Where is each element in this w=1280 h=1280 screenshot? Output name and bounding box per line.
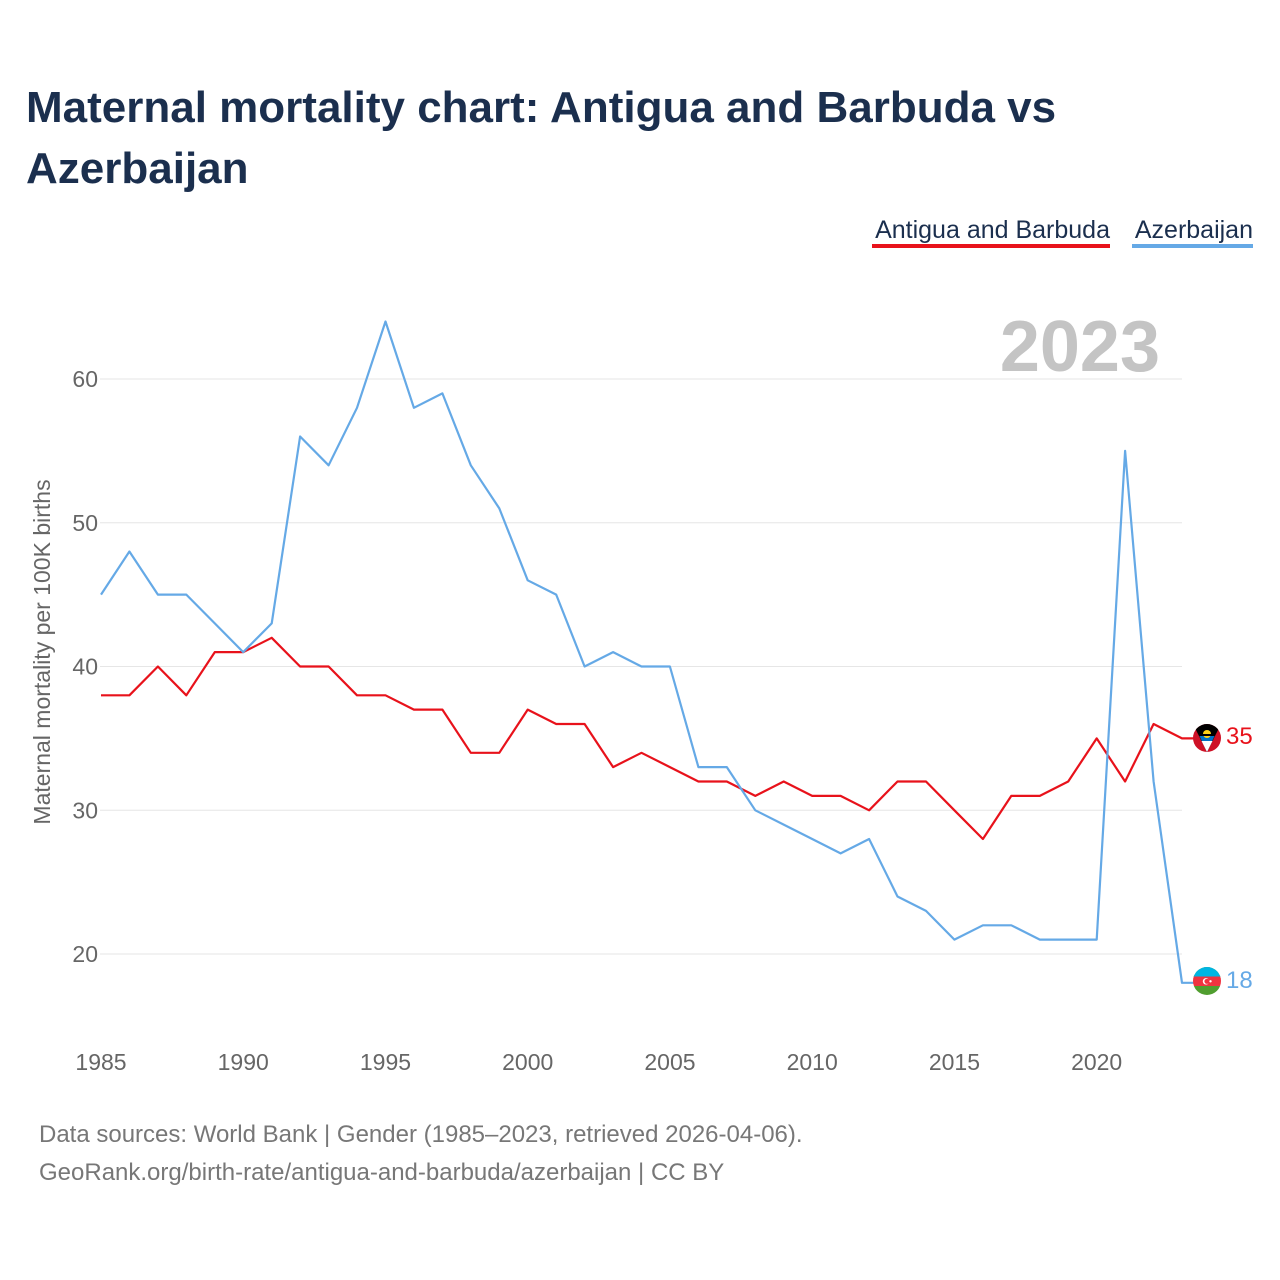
source-line-1: Data sources: World Bank | Gender (1985–…: [39, 1121, 803, 1148]
series-line-azerbaijan: [100, 320, 1194, 984]
chart-title-line-2: Azerbaijan: [26, 144, 249, 193]
x-tick-label: 1995: [360, 1049, 411, 1075]
end-value-azerbaijan: 18: [1226, 967, 1253, 994]
flag-marker-antigua-and-barbuda: [1193, 724, 1221, 752]
legend-item-antigua-and-barbuda[interactable]: Antigua and Barbuda: [875, 216, 1110, 244]
x-tick-label: 2005: [644, 1049, 695, 1075]
y-tick-label: 60: [72, 366, 98, 392]
y-tick-label: 20: [72, 941, 98, 967]
legend-underline-azerbaijan: [1132, 244, 1253, 248]
legend: Antigua and Barbuda Azerbaijan: [872, 216, 1253, 248]
flag-marker-azerbaijan: [1193, 967, 1221, 995]
x-tick-label: 2020: [1071, 1049, 1122, 1075]
x-axis-ticks: 1985 1990 1995 2000 2005 2010 2015 2020: [75, 1049, 1122, 1075]
series-line-antigua: [101, 636, 1194, 841]
chart-title-line-1: Maternal mortality chart: Antigua and Ba…: [26, 83, 1056, 132]
end-value-antigua-and-barbuda: 35: [1226, 723, 1253, 750]
series-lines: [100, 320, 1194, 984]
legend-item-azerbaijan[interactable]: Azerbaijan: [1135, 216, 1253, 244]
y-tick-label: 30: [72, 797, 98, 823]
x-tick-label: 2015: [929, 1049, 980, 1075]
year-label: 2023: [1000, 307, 1160, 387]
source-line-2: GeoRank.org/birth-rate/antigua-and-barbu…: [39, 1159, 724, 1186]
y-axis-ticks: 20 30 40 50 60: [72, 366, 98, 967]
x-tick-label: 1985: [75, 1049, 126, 1075]
legend-underline-antigua-and-barbuda: [872, 244, 1110, 248]
x-tick-label: 2010: [787, 1049, 838, 1075]
y-tick-label: 40: [72, 654, 98, 680]
y-axis-label: Maternal mortality per 100K births: [29, 479, 55, 824]
y-tick-label: 50: [72, 510, 98, 536]
x-tick-label: 1990: [218, 1049, 269, 1075]
x-tick-label: 2000: [502, 1049, 553, 1075]
